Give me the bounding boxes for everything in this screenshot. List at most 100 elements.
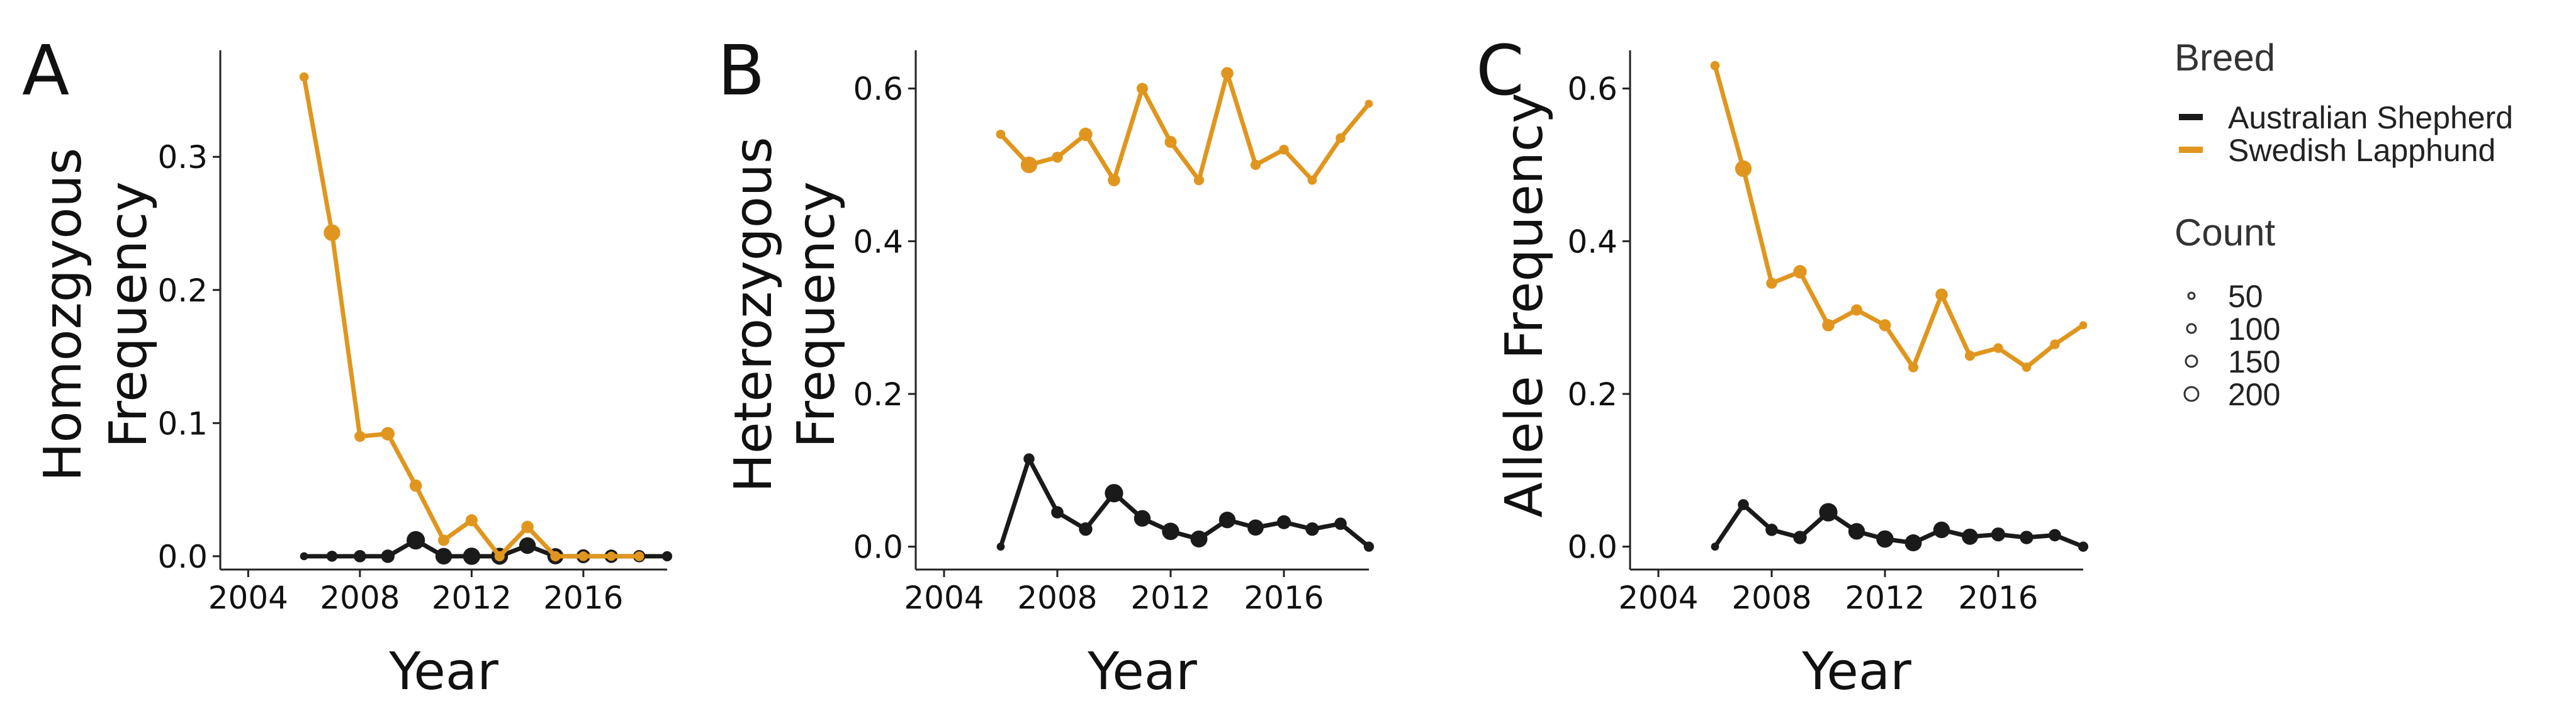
panel-b-xtick-label: 2004 xyxy=(904,580,984,616)
legend-count-label-100: 100 xyxy=(2228,312,2280,347)
panel-c-swedish-lapphund-point xyxy=(1935,288,1948,301)
panel-a-swedish-lapphund-point xyxy=(299,72,309,82)
panel-b-ytick-label: 0.6 xyxy=(853,71,903,108)
panel-b-swedish-lapphund-point xyxy=(1307,175,1317,185)
panel-c-ytick-label: 0.4 xyxy=(1567,223,1617,260)
panel-a-y-axis-title: Frequency xyxy=(99,181,159,448)
panel-b-swedish-lapphund-point xyxy=(1279,144,1289,155)
panel-b-swedish-lapphund-line xyxy=(998,70,1371,183)
panel-a-xtick-label: 2012 xyxy=(432,580,512,616)
panel-c-swedish-lapphund-point xyxy=(1908,362,1919,373)
panel-c-xtick-label: 2012 xyxy=(1845,580,1925,616)
panel-a-xtick-label: 2008 xyxy=(320,580,400,616)
panel-a-australian-shepherd-point xyxy=(519,537,536,554)
panel-b-australian-shepherd-point xyxy=(1247,519,1264,536)
panel-a-swedish-lapphund-point xyxy=(323,224,340,241)
panel-c-swedish-lapphund-point xyxy=(1766,278,1777,289)
panel-a-swedish-lapphund-point xyxy=(437,534,450,546)
panel-c-australian-shepherd-point xyxy=(2020,531,2033,544)
panel-c-swedish-lapphund-point xyxy=(1850,304,1863,316)
panel-b-ytick-label: 0.0 xyxy=(853,529,903,566)
panel-b-australian-shepherd-point xyxy=(1023,453,1035,464)
panel-a-ytick-label: 0.0 xyxy=(157,539,208,575)
panel-b-ytick-label: 0.2 xyxy=(853,376,903,413)
panel-b-australian-shepherd-point xyxy=(996,542,1005,551)
panel-b-australian-shepherd-point xyxy=(1190,530,1208,548)
panel-b-australian-shepherd-point xyxy=(1079,522,1093,536)
panel-c-swedish-lapphund-point xyxy=(1879,319,1891,332)
panel-a-australian-shepherd-point xyxy=(326,551,338,562)
panel-a-ytick-label: 0.1 xyxy=(157,405,208,442)
panel-a-swedish-lapphund-line xyxy=(301,74,642,559)
panel-a-australian-shepherd-point xyxy=(300,552,308,561)
panel-c-swedish-lapphund-line xyxy=(1713,63,2086,369)
panel-a-australian-shepherd-point xyxy=(381,549,395,563)
panel-a-swedish-lapphund-point xyxy=(409,479,422,492)
panel-a-ytick-label: 0.2 xyxy=(157,273,208,309)
panel-a-swedish-lapphund-point xyxy=(578,551,588,561)
panel-a-swedish-lapphund-point xyxy=(465,514,478,527)
panel-c-xtick-label: 2008 xyxy=(1731,580,1811,616)
panel-c-swedish-lapphund-point xyxy=(2050,339,2060,349)
panel-c-australian-shepherd-point xyxy=(1738,499,1749,510)
panel-c-x-axis-title: Year xyxy=(1801,642,1911,702)
panel-a-swedish-lapphund-point xyxy=(354,430,366,442)
legend-count-key-200 xyxy=(2183,386,2200,402)
panel-b-australian-shepherd-point xyxy=(1363,541,1375,552)
panel-a-swedish-lapphund-point xyxy=(634,551,644,561)
panel-a-swedish-lapphund-point xyxy=(550,551,561,561)
panel-b-australian-shepherd-point xyxy=(1218,511,1236,529)
legend: Breed Australian Shepherd Swedish Lapphu… xyxy=(2174,37,2513,412)
panel-b-xtick-label: 2016 xyxy=(1244,580,1324,616)
panel-b-australian-shepherd-point xyxy=(1105,484,1123,503)
panel-c-xtick-label: 2004 xyxy=(1618,580,1698,616)
panel-a-australian-shepherd-point xyxy=(661,551,673,561)
legend-count-key-150 xyxy=(2185,354,2198,368)
panel-c-swedish-lapphund-point xyxy=(1735,160,1752,177)
panel-c-swedish-lapphund-point xyxy=(2079,321,2088,330)
panel-c: C 0.0 0.2 0.4 0.6 2004 2008 2012 2016 Year Allele … xyxy=(1476,30,2089,702)
panel-c-australian-shepherd-point xyxy=(1962,528,1978,545)
panel-c-australian-shepherd-point xyxy=(1765,524,1778,536)
panel-b-swedish-lapphund-point xyxy=(1364,99,1373,108)
panel-c-ytick-label: 0.2 xyxy=(1567,376,1617,413)
legend-count-label-200: 200 xyxy=(2228,377,2280,412)
panel-a-swedish-lapphund-point xyxy=(381,427,395,441)
panel-b-y-axis-title: Frequency xyxy=(787,181,846,448)
panel-b-swedish-lapphund-point xyxy=(1020,156,1038,174)
panel-c-australian-shepherd-point xyxy=(1904,534,1922,552)
panel-c-ytick-label: 0.0 xyxy=(1567,529,1617,566)
panel-a-australian-shepherd-point xyxy=(435,548,453,565)
legend-breed-title: Breed xyxy=(2174,37,2275,79)
legend-count-label-50: 50 xyxy=(2228,279,2263,314)
panel-a-xtick-label: 2016 xyxy=(543,580,623,616)
legend-label-swedish-lapphund: Swedish Lapphund xyxy=(2228,133,2495,168)
legend-label-australian-shepherd: Australian Shepherd xyxy=(2228,100,2513,135)
panel-b-swedish-lapphund-point xyxy=(1079,127,1093,142)
panel-c-swedish-lapphund-point xyxy=(1793,265,1807,279)
panel-c-swedish-lapphund-point xyxy=(1822,318,1835,332)
panel-a-swedish-lapphund-point xyxy=(494,551,505,561)
panel-b-australian-shepherd-point xyxy=(1162,522,1179,541)
panel-a-australian-shepherd-point xyxy=(354,550,366,563)
panel-c-australian-shepherd-point xyxy=(1711,542,1719,551)
panel-c-australian-shepherd-point xyxy=(1991,527,2006,542)
panel-b: B 0.0 0.2 0.4 0.6 2004 2008 2012 2016 Year Heteroz… xyxy=(717,30,1375,702)
panel-b-xtick-label: 2012 xyxy=(1130,580,1210,616)
panel-a-swedish-lapphund-point xyxy=(521,520,534,534)
panels: A 0.0 0.1 0.2 0.3 2004 2008 2012 2016 Year Homozgy… xyxy=(22,30,2089,702)
panel-b-swedish-lapphund-point xyxy=(1136,82,1149,94)
panel-b-swedish-lapphund-point xyxy=(996,130,1006,139)
panel-b-y-axis-title: Heterozygous xyxy=(724,137,784,492)
panel-b-swedish-lapphund-point xyxy=(1164,136,1177,149)
panel-c-swedish-lapphund-point xyxy=(2022,362,2032,372)
panel-b-xtick-label: 2008 xyxy=(1017,580,1097,616)
panel-b-swedish-lapphund-point xyxy=(1221,67,1234,80)
legend-count-label-150: 150 xyxy=(2228,344,2280,379)
panel-a-ytick-label: 0.3 xyxy=(157,139,208,176)
panel-a: A 0.0 0.1 0.2 0.3 2004 2008 2012 2016 Year Homozgy… xyxy=(22,30,673,702)
panel-b-swedish-lapphund-point xyxy=(1336,133,1346,143)
panel-c-australian-shepherd-point xyxy=(1876,530,1894,548)
panel-c-australian-shepherd-point xyxy=(1933,521,1950,539)
